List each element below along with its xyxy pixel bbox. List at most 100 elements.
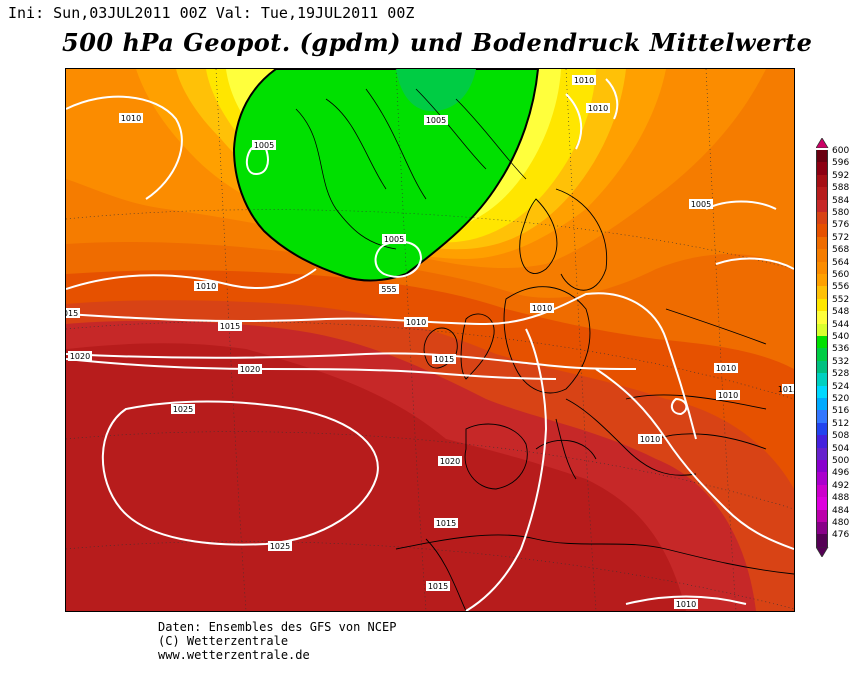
legend-label: 564 [832, 257, 850, 268]
isobar-label: 1010 [588, 104, 608, 113]
legend-swatch [816, 323, 828, 337]
legend-swatch [816, 199, 828, 213]
legend-swatch [816, 311, 828, 324]
legend-label: 524 [832, 381, 850, 392]
map-title: 500 hPa Geopot. (gpdm) und Bodendruck Mi… [62, 28, 813, 57]
legend-label: 480 [832, 518, 850, 528]
legend-swatch [816, 187, 828, 200]
legend-label: 576 [832, 220, 850, 231]
isobar-label: 1005 [426, 116, 446, 125]
legend-label: 528 [832, 369, 850, 380]
legend-label: 588 [832, 183, 850, 194]
legend-swatch [816, 373, 828, 386]
isobar-label: 1005 [254, 141, 274, 150]
isobar-label: 1005 [384, 235, 404, 244]
legend-label: 600 [832, 146, 850, 156]
isobar-label: 1020 [70, 352, 90, 361]
credits: Daten: Ensembles des GFS von NCEP (C) We… [158, 620, 396, 662]
legend-swatch [816, 447, 828, 461]
legend-label: 504 [832, 443, 850, 454]
legend-label: 508 [832, 431, 850, 442]
credits-data-source: Daten: Ensembles des GFS von NCEP [158, 620, 397, 634]
legend-label: 584 [832, 195, 850, 206]
legend-swatch [816, 150, 828, 163]
legend-label: 500 [832, 456, 850, 466]
legend-swatch [816, 497, 828, 510]
legend-label: 496 [832, 468, 850, 479]
legend-swatch [816, 484, 828, 498]
isobar-label: 1010 [716, 364, 736, 373]
isobar-label: 1015 [778, 385, 794, 394]
isobar-label: 1020 [240, 365, 260, 374]
legend-swatch [816, 460, 828, 473]
credits-website[interactable]: www.wetterzentrale.de [158, 648, 310, 662]
legend-swatch [816, 509, 828, 523]
legend-swatch [816, 472, 828, 485]
legend-label: 488 [832, 493, 850, 504]
legend-label: 596 [832, 158, 850, 169]
legend-swatch [816, 298, 828, 312]
legend-swatch [816, 410, 828, 423]
legend-swatch [816, 224, 828, 237]
isobar-label: 1015 [428, 582, 448, 591]
isobar-label-group: 1010 1010 1010 1005 1005 1005 1005 1010 … [66, 75, 794, 609]
legend-label: 544 [832, 319, 850, 330]
legend-swatch [816, 236, 828, 250]
legend-label: 580 [832, 208, 850, 218]
field-544-low [232, 69, 540, 282]
isobar-label: 1025 [270, 542, 290, 551]
legend-swatch [816, 162, 828, 175]
isobar-label: 1015 [220, 322, 240, 331]
isobar-label: 1015 [66, 309, 78, 318]
isobar-label: 1020 [440, 457, 460, 466]
weather-map[interactable]: 1010 1010 1010 1005 1005 1005 1005 1010 … [65, 68, 795, 612]
legend-label: 476 [832, 530, 850, 541]
legend-swatch [816, 249, 828, 262]
legend-label: 552 [832, 294, 850, 305]
legend-arrow-top-icon [816, 138, 829, 148]
legend-swatch [816, 534, 828, 547]
legend-label: 484 [832, 505, 850, 516]
greenland-coastline [295, 88, 527, 250]
graticule [66, 69, 794, 611]
legend-swatch [816, 385, 828, 399]
field-540 [396, 69, 476, 112]
legend-swatch [816, 274, 828, 287]
color-scale-legend: 600 596 592 588 584 580 576 572 568 564 560 556 552 5… [816, 138, 864, 557]
legend-label: 568 [832, 245, 850, 256]
legend-swatch [816, 174, 828, 188]
isobar-label: 1015 [434, 355, 454, 364]
legend-label: 492 [832, 480, 850, 491]
legend-arrow-bottom-icon [816, 546, 829, 557]
legend-swatch [816, 286, 828, 299]
legend-swatch [816, 422, 828, 436]
legend-label: 556 [832, 282, 850, 293]
legend-swatch [816, 336, 828, 349]
isobar-label: 1010 [574, 76, 594, 85]
isobar-label: 1010 [406, 318, 426, 327]
legend-label: 532 [832, 356, 850, 367]
legend-swatch [816, 261, 828, 275]
legend-swatch [816, 212, 828, 225]
legend-swatch [816, 348, 828, 361]
isobar-label: 1010 [640, 435, 660, 444]
isobar-label: 1025 [173, 405, 193, 414]
legend-swatch [816, 435, 828, 448]
coastlines [395, 188, 794, 611]
legend-swatch [816, 398, 828, 411]
isobar-label: 1010 [676, 600, 696, 609]
isobar-label: 1010 [718, 391, 738, 400]
legend-label: 512 [832, 418, 850, 429]
isobar-label: 1005 [691, 200, 711, 209]
isobar-label: 1010 [196, 282, 216, 291]
credits-copyright: (C) Wetterzentrale [158, 634, 289, 648]
isobar-label: 1015 [436, 519, 456, 528]
legend-swatch [816, 360, 828, 374]
run-info: Ini: Sun,03JUL2011 00Z Val: Tue,19JUL201… [8, 4, 415, 22]
legend-label: 520 [832, 394, 850, 404]
isobar-label: 1010 [532, 304, 552, 313]
legend-label: 560 [832, 270, 850, 280]
low-center-label: 555 [381, 285, 396, 294]
legend-label: 592 [832, 170, 850, 181]
legend-swatch [816, 522, 828, 535]
